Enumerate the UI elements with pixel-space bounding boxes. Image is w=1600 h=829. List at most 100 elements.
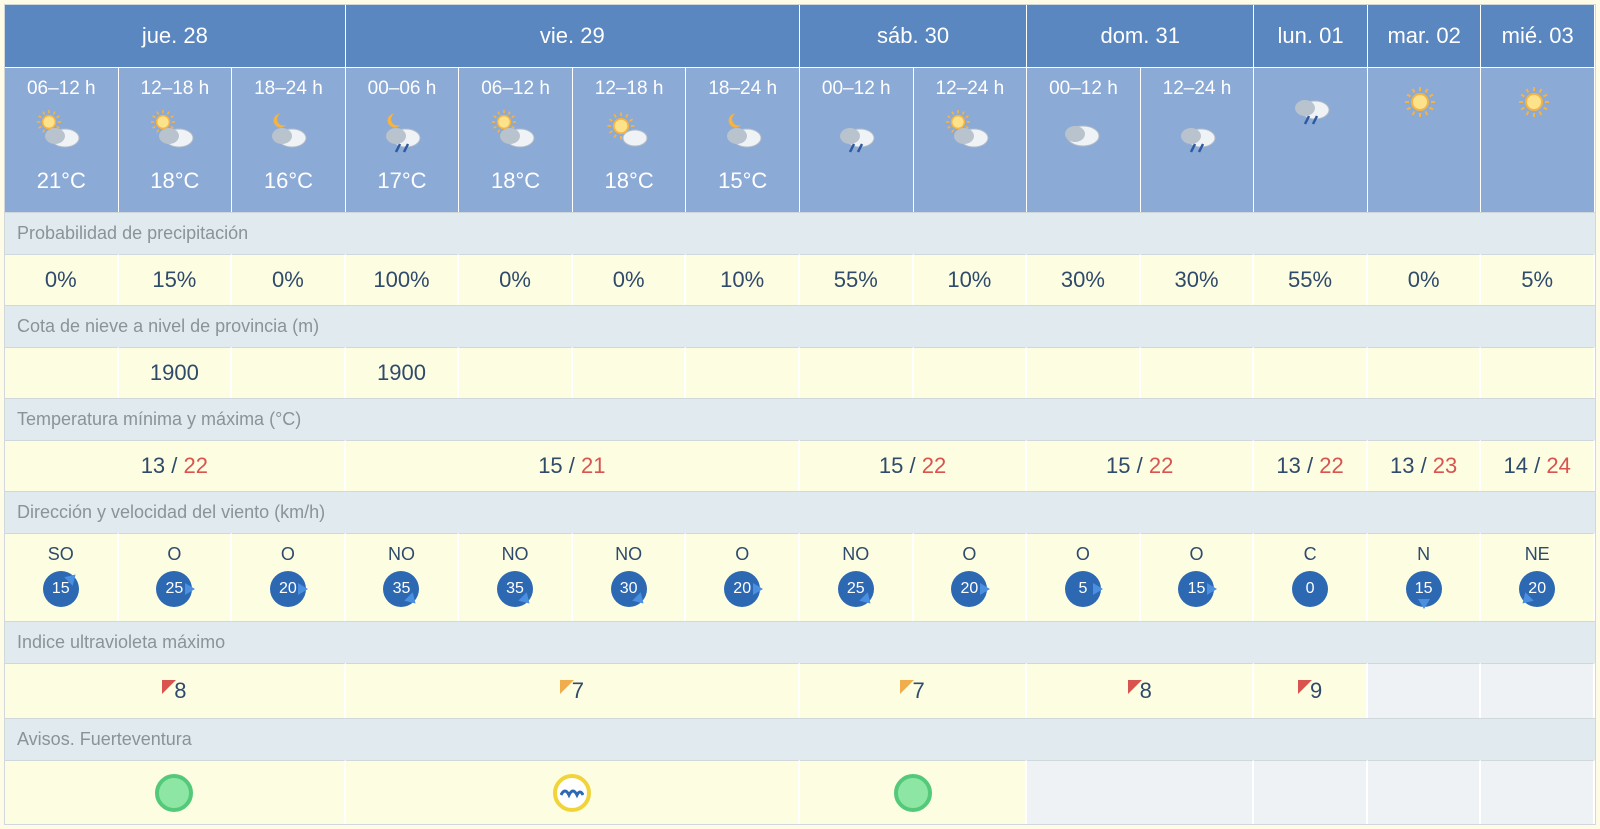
wind-value: NO 35 [346,533,460,621]
warning-none [1027,760,1254,824]
period-hours: 12–18 h [575,78,684,100]
precip-value: 5% [1481,254,1595,305]
period-cell[interactable]: 00–12 h [1027,67,1141,212]
minmax-value: 15 / 22 [1027,440,1254,491]
snow-value: 1900 [346,347,460,398]
day-header[interactable]: mié. 03 [1481,5,1595,67]
period-cell[interactable]: 12–24 h [914,67,1028,212]
period-cell[interactable]: 18–24 h15°C [686,67,800,212]
period-cell[interactable]: 18–24 h16°C [232,67,346,212]
day-header[interactable]: vie. 29 [346,5,800,67]
precip-value: 15% [119,254,233,305]
period-cell[interactable] [1368,67,1482,212]
wind-speed-badge: 15 [1178,571,1214,607]
period-temp: 18°C [575,168,684,194]
wind-dir: O [121,544,229,565]
day-header[interactable]: dom. 31 [1027,5,1254,67]
period-cell[interactable] [1254,67,1368,212]
label-snow: Cota de nieve a nivel de provincia (m) [5,305,1595,347]
period-hours: 12–24 h [1143,78,1252,100]
minmax-value: 13 / 22 [5,440,346,491]
precip-value: 0% [232,254,346,305]
label-uv: Indice ultravioleta máximo [5,621,1595,663]
label-precip: Probabilidad de precipitación [5,212,1595,254]
weather-icon [234,106,343,162]
day-header[interactable]: jue. 28 [5,5,346,67]
wind-value: O 25 [119,533,233,621]
precip-value: 10% [686,254,800,305]
snow-value [800,347,914,398]
wind-dir: N [1370,544,1478,565]
snow-value [573,347,687,398]
weather-icon [1029,106,1138,162]
wind-dir: O [1143,544,1251,565]
precip-value: 0% [573,254,687,305]
label-warnings: Avisos. Fuerteventura [5,718,1595,760]
wind-dir: O [234,544,342,565]
uv-empty [1481,663,1595,718]
weather-icon [121,106,230,162]
period-hours: 06–12 h [7,78,116,100]
weather-icon [1370,78,1479,134]
weather-icon [1256,78,1365,134]
precip-value: 0% [5,254,119,305]
wind-value: O 20 [686,533,800,621]
period-hours: 18–24 h [688,78,797,100]
uv-value: 7 [800,663,1027,718]
period-hours: 00–12 h [1029,78,1138,100]
warning-green [800,760,1027,824]
wind-value: NO 25 [800,533,914,621]
minmax-value: 13 / 23 [1368,440,1482,491]
wind-value: NE 20 [1481,533,1595,621]
period-cell[interactable]: 12–18 h 18°C [119,67,233,212]
precip-value: 0% [459,254,573,305]
wind-speed-badge: 5 [1065,571,1101,607]
wind-value: O 5 [1027,533,1141,621]
snow-value [5,347,119,398]
wind-dir: NO [802,544,910,565]
wind-value: NO 35 [459,533,573,621]
minmax-value: 15 / 22 [800,440,1027,491]
warning-none [1254,760,1368,824]
weather-icon [802,106,911,162]
wind-value: SO 15 [5,533,119,621]
period-cell[interactable]: 00–12 h [800,67,914,212]
period-cell[interactable] [1481,67,1595,212]
precip-value: 30% [1027,254,1141,305]
day-header[interactable]: lun. 01 [1254,5,1368,67]
snow-value [1027,347,1141,398]
wind-speed-badge: 20 [724,571,760,607]
day-header[interactable]: sáb. 30 [800,5,1027,67]
wind-dir: O [688,544,796,565]
snow-value [232,347,346,398]
snow-value [1481,347,1595,398]
wind-dir: NO [348,544,456,565]
wind-value: NO 30 [573,533,687,621]
snow-value [1254,347,1368,398]
precip-value: 100% [346,254,460,305]
uv-value: 7 [346,663,800,718]
weather-icon [461,106,570,162]
wind-speed-badge: 20 [1519,571,1555,607]
weather-icon [348,106,457,162]
wind-speed-badge: 25 [838,571,874,607]
period-cell[interactable]: 12–24 h [1141,67,1255,212]
period-hours: 12–18 h [121,78,230,100]
weather-icon [575,106,684,162]
warning-green-icon [894,774,932,812]
period-cell[interactable]: 12–18 h 18°C [573,67,687,212]
period-cell[interactable]: 00–06 h17°C [346,67,460,212]
precip-value: 30% [1141,254,1255,305]
weather-icon [1483,78,1592,134]
period-cell[interactable]: 06–12 h18°C [459,67,573,212]
wind-speed-badge: 30 [611,571,647,607]
snow-value [459,347,573,398]
day-header[interactable]: mar. 02 [1368,5,1482,67]
minmax-value: 15 / 21 [346,440,800,491]
period-cell[interactable]: 06–12 h21°C [5,67,119,212]
uv-value: 8 [5,663,346,718]
label-minmax: Temperatura mínima y máxima (°C) [5,398,1595,440]
period-temp: 18°C [121,168,230,194]
warning-none [1368,760,1482,824]
wind-speed-badge: 15 [1406,571,1442,607]
